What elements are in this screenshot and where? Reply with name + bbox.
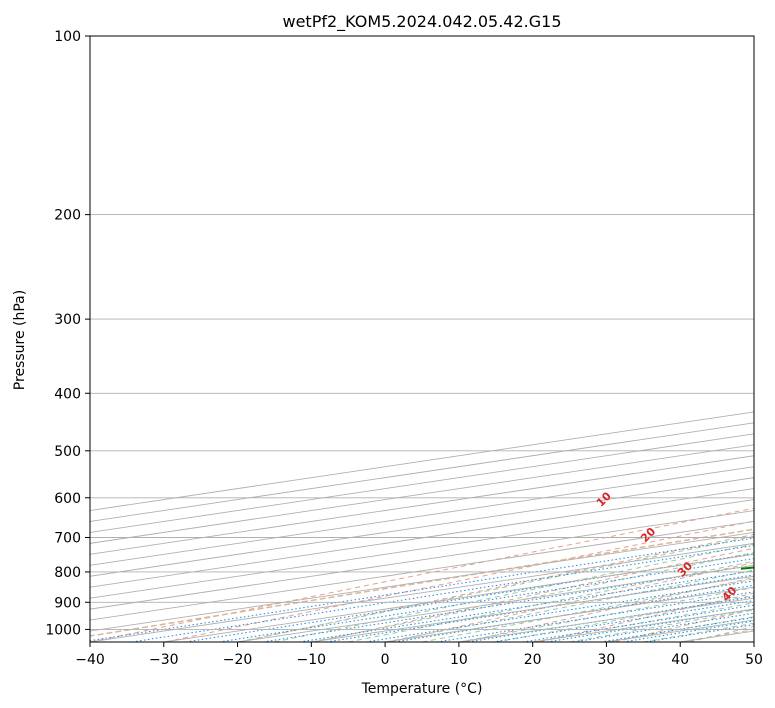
y-tick-label: 400 bbox=[54, 386, 81, 402]
dry-adiabat bbox=[314, 547, 754, 642]
isotherm bbox=[90, 477, 754, 577]
isotherm bbox=[90, 531, 754, 632]
dry-adiabat bbox=[464, 577, 754, 642]
x-tick-label: 0 bbox=[381, 652, 390, 668]
moist-adiabat bbox=[495, 594, 754, 642]
mixing-ratio-line bbox=[600, 616, 754, 642]
adiabat-labels: 0.10.20.40.611.52346810131620253036-100-… bbox=[594, 489, 740, 604]
x-axis-ticks: −40 −30 −20 −10 0 10 20 30 40 50 bbox=[75, 642, 763, 668]
x-tick-label: −30 bbox=[149, 652, 179, 668]
y-tick-label: 200 bbox=[54, 208, 81, 224]
x-tick-label: 50 bbox=[745, 652, 763, 668]
isotherm bbox=[90, 521, 754, 621]
y-axis-ticks: 100 200 300 400 500 600 700 800 900 1000 bbox=[45, 29, 90, 638]
moist-adiabat bbox=[606, 616, 754, 642]
mixing-ratio-line bbox=[546, 608, 754, 642]
isotherm bbox=[753, 641, 754, 642]
mixing-ratio-line bbox=[365, 580, 754, 642]
dry-adiabat bbox=[90, 507, 754, 642]
x-axis-label: Temperature (°C) bbox=[361, 681, 483, 697]
plot-frame bbox=[89, 35, 755, 643]
chart-title: wetPf2_KOM5.2024.042.05.42.G15 bbox=[282, 12, 561, 32]
mixing-ratio-line bbox=[573, 612, 754, 642]
mixing-ratio-line bbox=[262, 564, 754, 642]
y-tick-label: 500 bbox=[54, 444, 81, 460]
profile-series bbox=[740, 566, 754, 570]
isotherm bbox=[606, 619, 754, 642]
isotherm bbox=[90, 488, 754, 588]
mixing-ratio-line bbox=[326, 574, 754, 642]
moist-adiabat bbox=[348, 560, 754, 642]
isotherm bbox=[90, 422, 754, 522]
y-tick-label: 1000 bbox=[45, 622, 81, 638]
x-tick-label: 20 bbox=[524, 652, 542, 668]
isotherm bbox=[90, 411, 754, 511]
dry-adiabat bbox=[614, 608, 754, 642]
dry-adiabat bbox=[764, 36, 775, 642]
reference-lines bbox=[90, 36, 775, 642]
isotherm bbox=[90, 444, 754, 544]
moist-adiabat bbox=[311, 551, 754, 642]
moist-adiabat bbox=[274, 543, 754, 642]
isotherm bbox=[680, 630, 754, 642]
isotherm bbox=[90, 499, 754, 599]
moist-adiabat bbox=[237, 535, 754, 642]
mixing-ratio-line bbox=[185, 553, 754, 642]
moist-adiabat bbox=[680, 629, 754, 642]
mixing-ratio-line bbox=[219, 558, 754, 642]
y-axis-label: Pressure (hPa) bbox=[12, 290, 28, 390]
moist-adiabat bbox=[421, 578, 754, 642]
x-tick-label: 40 bbox=[671, 652, 689, 668]
isotherm bbox=[90, 510, 754, 610]
moist-adiabat bbox=[643, 622, 754, 642]
y-tick-label: 100 bbox=[54, 29, 81, 45]
moist-adiabat-label: 10 bbox=[594, 489, 614, 509]
isotherm bbox=[90, 466, 754, 566]
isotherm bbox=[90, 455, 754, 555]
dry-adiabat bbox=[240, 533, 754, 642]
isotherm bbox=[385, 586, 754, 642]
y-tick-label: 800 bbox=[54, 565, 81, 581]
isotherm bbox=[311, 575, 754, 642]
moist-adiabat bbox=[385, 569, 754, 642]
isotherm bbox=[90, 433, 754, 533]
grid-lines bbox=[90, 36, 754, 642]
isotherm bbox=[237, 564, 754, 642]
y-tick-label: 900 bbox=[54, 595, 81, 611]
x-tick-label: −20 bbox=[223, 652, 253, 668]
x-tick-label: 10 bbox=[450, 652, 468, 668]
dry-adiabat bbox=[539, 592, 754, 642]
y-tick-label: 700 bbox=[54, 531, 81, 547]
y-tick-label: 300 bbox=[54, 312, 81, 328]
reference-curve bbox=[90, 528, 754, 637]
x-tick-label: 30 bbox=[598, 652, 616, 668]
y-tick-label: 600 bbox=[54, 491, 81, 507]
dewpoint-profile bbox=[740, 566, 754, 570]
x-tick-label: −40 bbox=[75, 652, 105, 668]
x-tick-label: −10 bbox=[297, 652, 327, 668]
